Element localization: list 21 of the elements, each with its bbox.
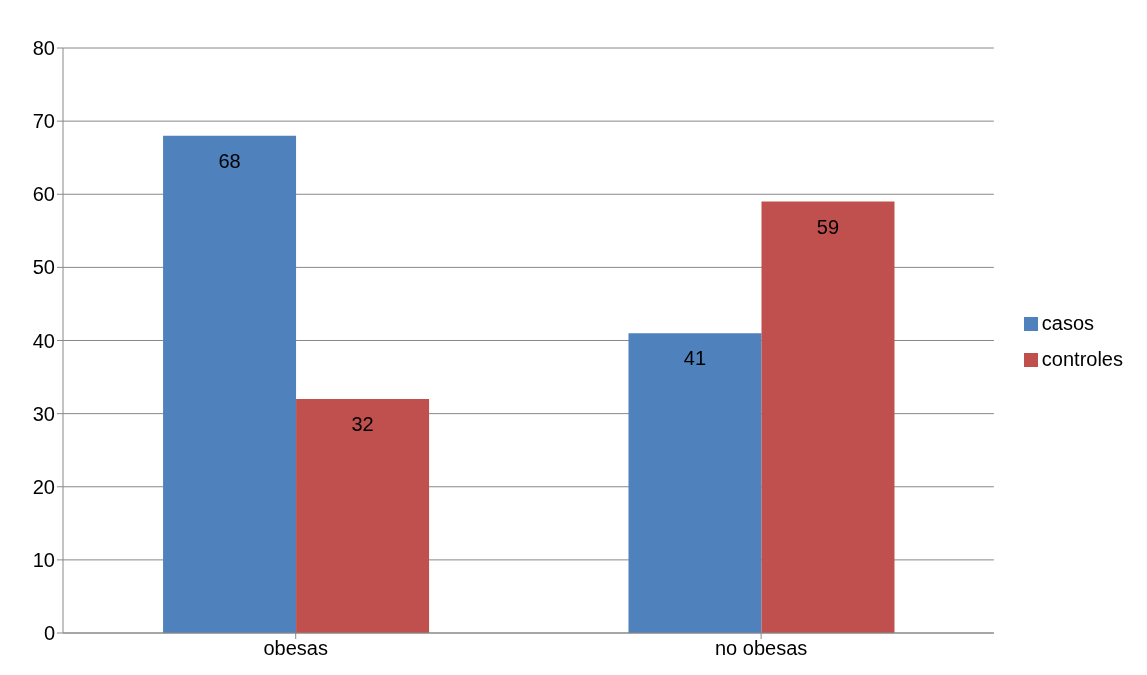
x-tick-label: obesas [263, 637, 328, 660]
data-label: 41 [683, 347, 707, 370]
legend-label: controles [1041, 347, 1123, 370]
y-tick-label: 0 [43, 622, 55, 645]
bar [761, 201, 895, 633]
data-label: 32 [351, 413, 374, 436]
legend-label: casos [1041, 311, 1095, 334]
y-tick-label: 40 [32, 329, 55, 352]
x-tick-label: no obesas [714, 637, 808, 660]
bar [628, 333, 762, 633]
bar [163, 135, 297, 633]
y-tick-label: 70 [32, 110, 55, 133]
y-tick-label: 10 [32, 548, 55, 571]
data-label: 68 [218, 149, 241, 172]
y-tick-label: 20 [32, 475, 55, 498]
y-tick-label: 50 [32, 256, 55, 279]
bar [296, 399, 430, 633]
y-tick-label: 30 [32, 402, 55, 425]
y-tick-label: 80 [32, 37, 55, 60]
y-tick-label: 60 [32, 183, 55, 206]
data-label: 59 [816, 215, 840, 238]
